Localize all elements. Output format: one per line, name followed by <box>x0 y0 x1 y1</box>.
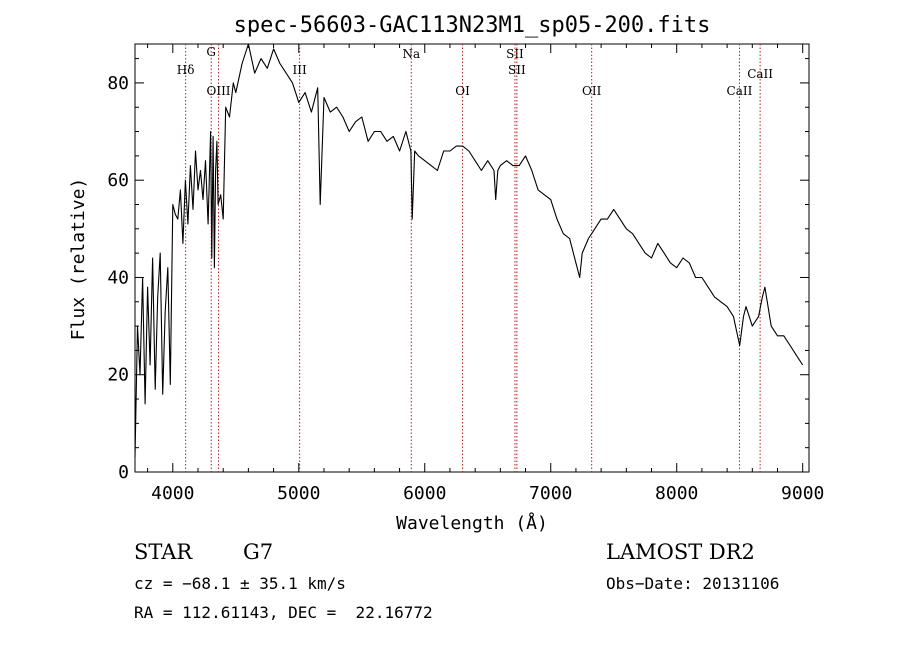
plot-frame <box>134 43 810 473</box>
spectral-line-label: G <box>206 45 216 59</box>
spectral-line-label: SII <box>506 47 524 61</box>
spectral-line-label: Hδ <box>177 63 195 77</box>
spectrum-chart: spec-56603-GAC113N23M1_sp05-200.fits 400… <box>68 13 824 534</box>
x-tick-label: 8000 <box>655 483 698 504</box>
x-tick-label: 6000 <box>403 483 446 504</box>
x-tick-label: 7000 <box>529 483 572 504</box>
spectral-line-label: CaII <box>747 67 773 81</box>
survey-name: LAMOST DR2 <box>606 540 755 564</box>
y-tick-label: 80 <box>107 73 129 94</box>
y-tick-label: 60 <box>107 170 129 191</box>
y-tick-label: 0 <box>118 462 129 483</box>
spectral-line-label: OI <box>455 84 470 98</box>
y-tick-label: 20 <box>107 365 129 386</box>
x-tick-label: 4000 <box>151 483 194 504</box>
ra-dec-coordinates: RA = 112.61143, DEC = 22.16772 <box>134 603 433 622</box>
y-tick-label: 40 <box>107 267 129 288</box>
spectral-line-label: III <box>293 63 307 77</box>
x-axis-label: Wavelength (Å) <box>396 512 548 534</box>
x-tick-label: 9000 <box>781 483 824 504</box>
spectral-line-label: SII <box>508 63 526 77</box>
redshift-cz: cz = −68.1 ± 35.1 km/s <box>134 574 346 593</box>
spectral-line-label: OIII <box>206 84 230 98</box>
x-tick-label: 5000 <box>277 483 320 504</box>
chart-title: spec-56603-GAC113N23M1_sp05-200.fits <box>234 13 711 38</box>
object-type: STAR <box>134 540 193 564</box>
spectrum-series-line <box>134 43 804 458</box>
spectral-line-label: OII <box>582 84 602 98</box>
object-subclass: G7 <box>243 540 274 564</box>
spectral-line-label: CaII <box>727 84 753 98</box>
spectral-line-label: Na <box>402 47 420 61</box>
observation-date: Obs−Date: 20131106 <box>606 574 780 593</box>
y-axis-label: Flux (relative) <box>68 178 89 341</box>
